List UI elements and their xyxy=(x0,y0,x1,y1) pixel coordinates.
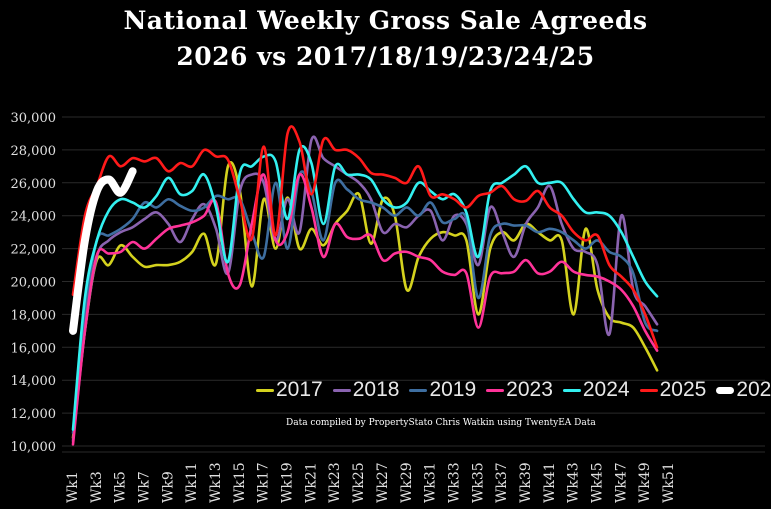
x-tick-label: Wk9 xyxy=(160,471,176,503)
x-tick-label: Wk21 xyxy=(303,462,319,503)
series-line-2026 xyxy=(69,167,137,335)
legend-label: 2017 xyxy=(276,378,323,401)
legend-item-2025: 2025 xyxy=(639,378,707,402)
x-tick-label: Wk47 xyxy=(613,462,629,503)
legend-swatch xyxy=(639,388,658,392)
legend-label: 2026 xyxy=(736,378,771,401)
x-tick-label: Wk23 xyxy=(327,462,343,503)
series-line-2017 xyxy=(71,161,659,440)
x-tick-label: Wk25 xyxy=(351,462,367,503)
y-tick-label: 26,000 xyxy=(11,177,57,192)
legend-item-2018: 2018 xyxy=(332,378,400,402)
x-tick-label: Wk37 xyxy=(494,462,510,503)
x-tick-label: Wk43 xyxy=(566,462,582,503)
x-tick-label: Wk5 xyxy=(113,471,129,503)
legend-swatch xyxy=(256,388,274,392)
legend-item-2026: 2026 xyxy=(716,378,771,402)
x-tick-label: Wk11 xyxy=(184,462,200,503)
legend-label: 2024 xyxy=(582,378,630,401)
x-tick-label: Wk45 xyxy=(589,462,605,503)
legend-item-2024: 2024 xyxy=(562,378,630,402)
x-tick-label: Wk49 xyxy=(637,462,653,503)
legend-swatch xyxy=(562,388,581,392)
legend-item-2023: 2023 xyxy=(486,378,553,402)
legend-label: 2023 xyxy=(506,378,553,401)
legend-swatch xyxy=(409,388,428,392)
y-tick-label: 16,000 xyxy=(11,341,57,356)
x-tick-label: Wk1 xyxy=(65,471,81,503)
y-tick-label: 10,000 xyxy=(11,440,57,455)
data-source-note: Data compiled by PropertyStato Chris Wat… xyxy=(286,418,596,428)
x-tick-label: Wk17 xyxy=(256,462,272,503)
x-tick-label: Wk35 xyxy=(470,462,486,503)
legend-label: 2018 xyxy=(352,378,400,401)
x-tick-label: Wk3 xyxy=(89,471,105,503)
series-line-2018 xyxy=(71,135,659,443)
y-tick-label: 20,000 xyxy=(11,276,57,291)
x-tick-label: Wk33 xyxy=(446,462,462,503)
legend: 2017 2018 2019 2023 2024 2025 2026 xyxy=(256,378,771,402)
x-tick-label: Wk41 xyxy=(542,462,558,503)
y-tick-label: 30,000 xyxy=(11,111,57,126)
legend-label: 2019 xyxy=(429,378,477,401)
legend-item-2017: 2017 xyxy=(256,378,323,402)
legend-swatch xyxy=(332,388,351,392)
series-line-2025 xyxy=(71,125,659,349)
series-line-2023 xyxy=(71,172,659,446)
legend-label: 2025 xyxy=(659,378,707,401)
x-tick-label: Wk19 xyxy=(280,462,296,503)
y-tick-label: 28,000 xyxy=(11,144,57,159)
series-line-2024 xyxy=(71,144,659,431)
x-tick-label: Wk15 xyxy=(232,462,248,503)
x-tick-label: Wk31 xyxy=(423,462,439,503)
y-tick-label: 22,000 xyxy=(11,243,57,258)
y-tick-label: 18,000 xyxy=(11,308,57,323)
legend-swatch xyxy=(486,388,505,392)
x-tick-label: Wk51 xyxy=(661,462,677,503)
x-tick-label: Wk27 xyxy=(375,462,391,503)
y-tick-label: 24,000 xyxy=(11,210,57,225)
chart-title: National Weekly Gross Sale Agreeds xyxy=(123,6,648,35)
x-tick-label: Wk39 xyxy=(518,462,534,503)
x-tick-label: Wk29 xyxy=(399,462,415,503)
series-line-2019 xyxy=(71,170,659,435)
y-tick-label: 14,000 xyxy=(11,374,57,389)
x-tick-label: Wk7 xyxy=(137,471,153,503)
x-tick-label: Wk13 xyxy=(208,462,224,503)
y-tick-label: 12,000 xyxy=(11,407,57,422)
legend-swatch xyxy=(716,386,735,394)
legend-item-2019: 2019 xyxy=(409,378,476,402)
chart-subtitle: 2026 vs 2017/18/19/23/24/25 xyxy=(176,42,595,71)
